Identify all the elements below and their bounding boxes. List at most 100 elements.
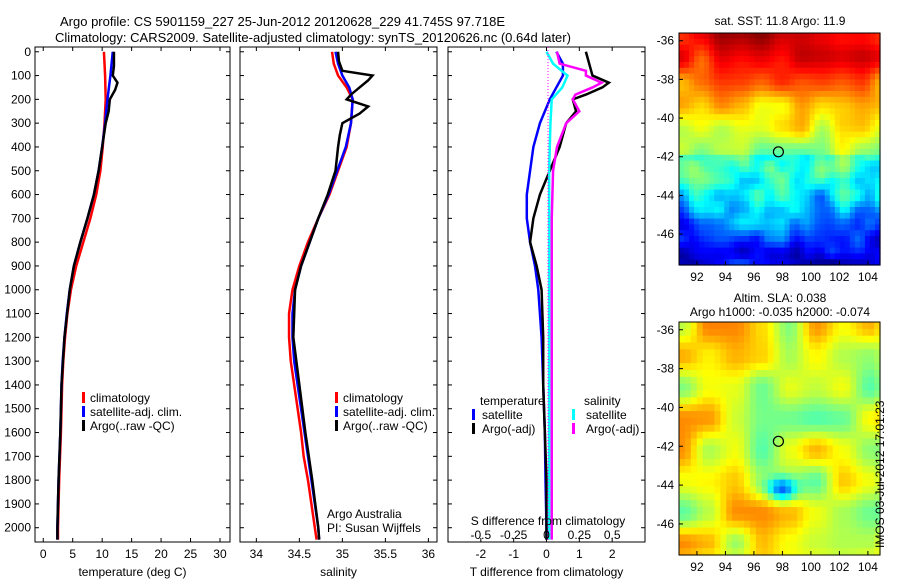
map-cell — [769, 201, 776, 208]
map-cell — [854, 50, 861, 57]
map-cell — [794, 178, 801, 185]
map-cell — [854, 172, 861, 179]
map-cell — [744, 404, 751, 412]
map-cell — [699, 201, 705, 208]
map-cell — [689, 73, 695, 80]
map-cell — [774, 85, 781, 92]
map-cell — [794, 50, 801, 57]
map-cell — [719, 125, 725, 133]
map-cell — [844, 431, 852, 440]
map-cell — [744, 424, 751, 433]
map-cell — [744, 541, 751, 549]
map-cell — [814, 149, 821, 156]
map-cell — [832, 363, 840, 371]
map-cell — [809, 154, 816, 162]
map-cell — [819, 201, 826, 208]
map-cell — [791, 459, 798, 467]
map-cell — [850, 472, 857, 481]
map-cell — [739, 91, 745, 98]
map-cell — [774, 79, 781, 86]
map-cell — [724, 38, 730, 46]
map-cell — [684, 79, 690, 86]
map-cell — [744, 44, 750, 51]
map-cell — [744, 493, 751, 501]
map-cell — [797, 328, 804, 337]
map-cell — [803, 356, 810, 364]
map-cell — [826, 424, 834, 433]
map-cell — [789, 218, 796, 225]
map-cell — [744, 131, 750, 138]
map-cell — [814, 363, 822, 371]
map-cell — [720, 548, 727, 556]
map-cell — [679, 431, 686, 440]
map-cell — [839, 212, 846, 220]
map-cell — [724, 137, 730, 144]
map-cell — [755, 493, 763, 501]
map-cell — [832, 486, 840, 494]
map-cell — [755, 404, 763, 412]
map-cell — [874, 376, 881, 385]
map-cell — [732, 513, 739, 522]
map-cell — [689, 241, 695, 249]
map-cell — [696, 520, 704, 529]
map-cell — [809, 114, 816, 121]
series-line-argo-raw-qc- — [292, 51, 375, 540]
map-cell — [869, 143, 876, 150]
map-cell — [679, 342, 686, 351]
map-cell — [767, 548, 775, 556]
map-cell — [749, 91, 755, 98]
map-cell — [744, 465, 751, 474]
map-cell — [767, 349, 775, 357]
map-cell — [719, 195, 725, 202]
map-cell — [850, 417, 857, 426]
map-cell — [767, 465, 775, 474]
map-cell — [759, 44, 766, 51]
map-cell — [690, 356, 698, 364]
map-cell — [767, 507, 775, 515]
map-cell — [702, 349, 710, 357]
map-cell — [720, 486, 727, 494]
map-cell — [820, 493, 828, 501]
map-cell — [749, 322, 757, 330]
map-cell — [803, 342, 810, 351]
map-cell — [689, 212, 695, 220]
map-cell — [804, 212, 811, 220]
map-cell — [803, 328, 810, 337]
map-cell — [839, 195, 846, 202]
map-cell — [862, 369, 869, 378]
map-cell — [864, 178, 871, 185]
map-cell — [709, 207, 715, 214]
map-cell — [774, 247, 781, 254]
map-cell — [724, 241, 730, 249]
map-cell — [868, 534, 875, 542]
map-cell — [791, 534, 798, 542]
map-cell — [694, 56, 700, 63]
map-cell — [734, 131, 740, 138]
map-cell — [694, 96, 700, 104]
map-cell — [734, 44, 740, 51]
map-cell — [849, 154, 856, 162]
map-cell — [869, 172, 876, 179]
map-cell — [714, 131, 720, 138]
map-cell — [769, 178, 776, 185]
map-cell — [824, 125, 831, 133]
map-cell — [849, 120, 856, 127]
map-cell — [679, 108, 685, 115]
map-cell — [803, 349, 810, 357]
map-cell — [838, 472, 846, 481]
map-cell — [814, 125, 821, 133]
map-cell — [749, 404, 757, 412]
map-cell — [774, 195, 781, 202]
map-cell — [755, 513, 763, 522]
map-cell — [689, 62, 695, 69]
map-cell — [767, 541, 775, 549]
map-cell — [749, 445, 757, 453]
map-cell — [856, 431, 863, 440]
map-cell — [797, 349, 804, 357]
map-cell — [726, 513, 733, 522]
map-cell — [774, 166, 781, 173]
map-cell — [702, 431, 710, 440]
map-cell — [749, 527, 757, 536]
map-cell — [754, 212, 760, 220]
map-cell — [804, 189, 811, 196]
